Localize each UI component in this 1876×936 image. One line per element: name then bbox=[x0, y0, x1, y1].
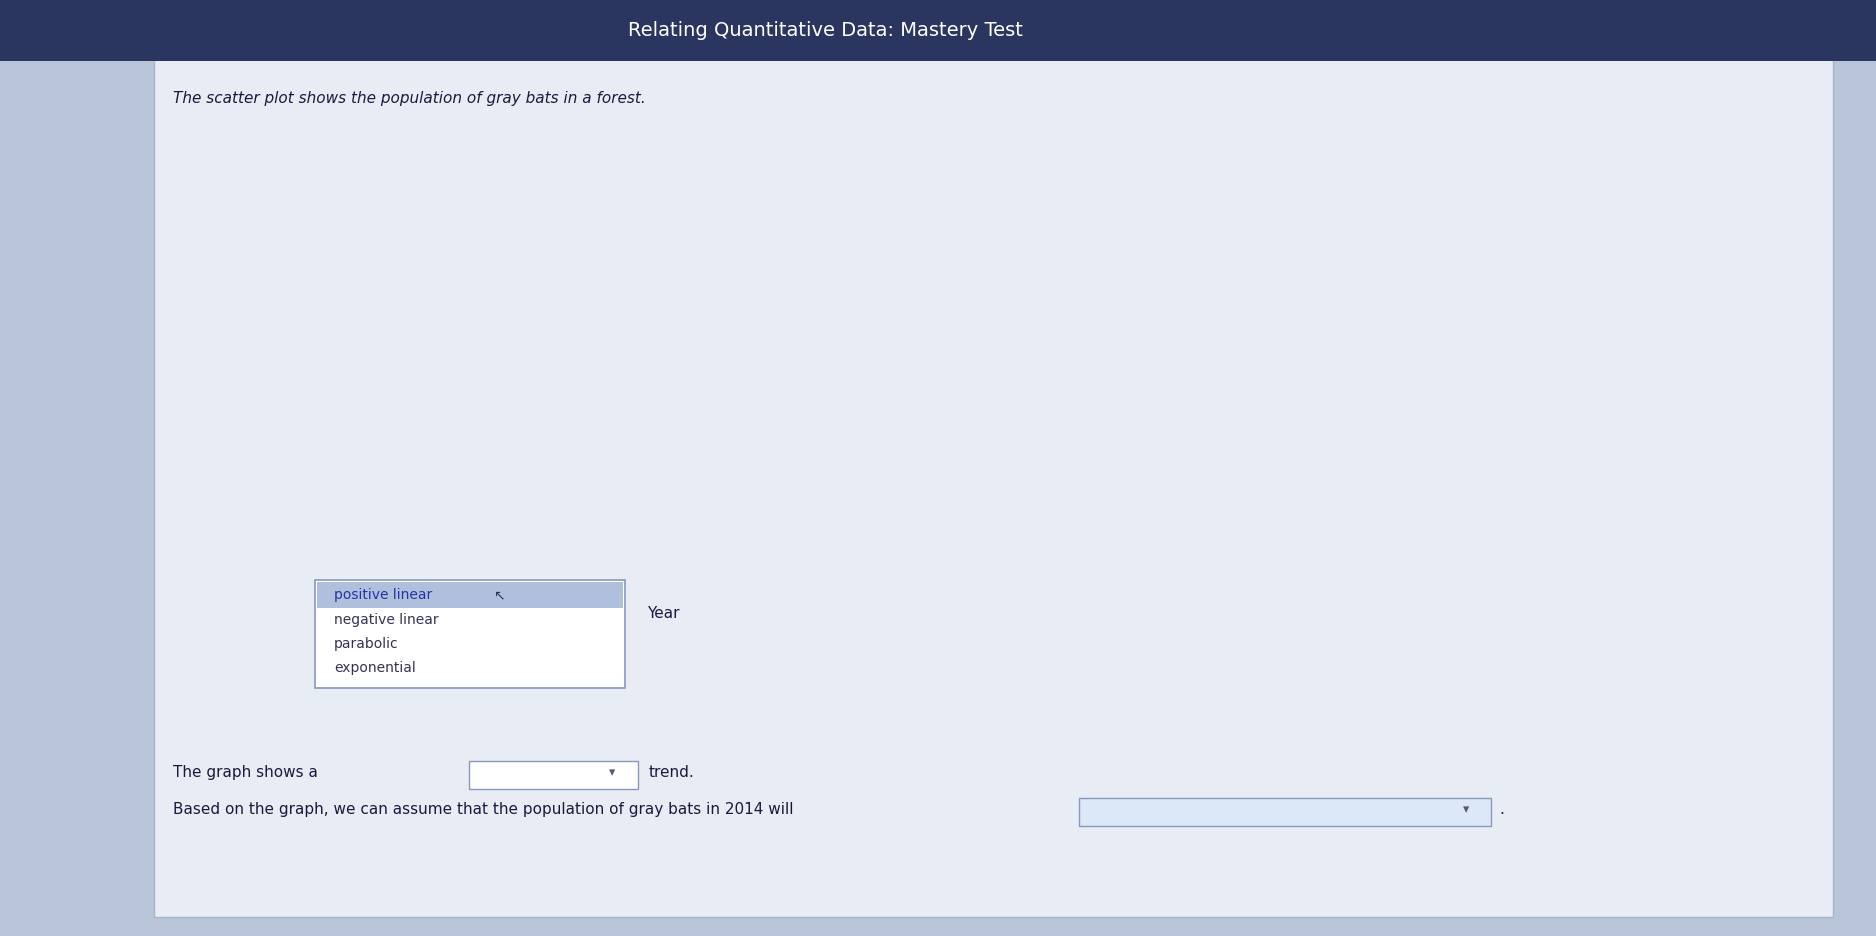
Point bbox=[852, 243, 882, 258]
Text: Relating Quantitative Data: Mastery Test: Relating Quantitative Data: Mastery Test bbox=[628, 22, 1022, 40]
Text: .: . bbox=[1499, 802, 1505, 817]
Text: The graph shows a: The graph shows a bbox=[173, 765, 317, 780]
Point bbox=[621, 307, 651, 322]
Text: negative linear: negative linear bbox=[334, 613, 439, 626]
Text: trend.: trend. bbox=[649, 765, 694, 780]
X-axis label: Year: Year bbox=[677, 708, 711, 723]
Text: The scatter plot shows the population of gray bats in a forest.: The scatter plot shows the population of… bbox=[173, 91, 645, 106]
Text: ▾: ▾ bbox=[610, 766, 615, 779]
Text: ↖: ↖ bbox=[493, 589, 505, 602]
Text: Year: Year bbox=[647, 606, 679, 621]
Text: Based on the graph, we can assume that the population of gray bats in 2014 will: Based on the graph, we can assume that t… bbox=[173, 802, 794, 817]
Text: positive linear: positive linear bbox=[334, 589, 431, 602]
Title: Gray Bat Population over Time: Gray Bat Population over Time bbox=[538, 94, 850, 111]
Point bbox=[852, 367, 882, 382]
Point bbox=[737, 169, 767, 184]
Y-axis label: Population of Gray Bats
(thousands): Population of Gray Bats (thousands) bbox=[219, 312, 253, 484]
Point bbox=[968, 252, 998, 268]
Point bbox=[621, 215, 651, 230]
Point bbox=[507, 446, 537, 461]
Text: parabolic: parabolic bbox=[334, 637, 398, 651]
Text: exponential: exponential bbox=[334, 662, 416, 675]
Point bbox=[737, 446, 767, 461]
Text: ▾: ▾ bbox=[1463, 803, 1469, 816]
